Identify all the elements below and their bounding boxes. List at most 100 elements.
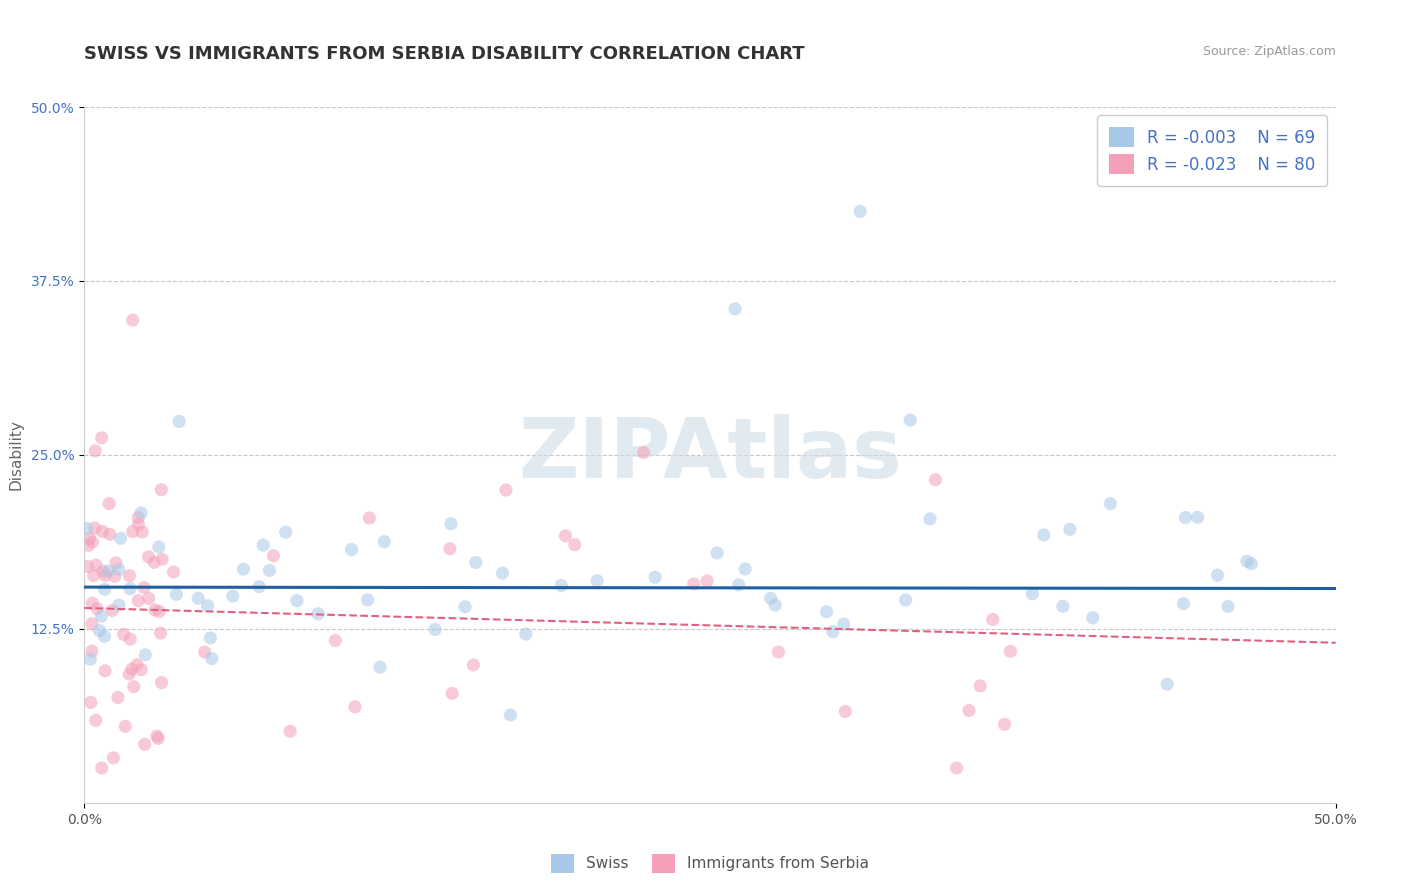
- Immigrants from Serbia: [564, 538, 586, 552]
- Swiss: [724, 301, 747, 316]
- Swiss: [247, 580, 270, 594]
- Swiss: [118, 582, 141, 596]
- Immigrants from Serbia: [981, 613, 1004, 627]
- Swiss: [454, 599, 477, 614]
- Swiss: [644, 570, 666, 584]
- Immigrants from Serbia: [90, 761, 112, 775]
- Immigrants from Serbia: [122, 680, 145, 694]
- Swiss: [285, 594, 308, 608]
- Swiss: [1099, 497, 1122, 511]
- Immigrants from Serbia: [98, 497, 121, 511]
- Immigrants from Serbia: [146, 731, 169, 746]
- Immigrants from Serbia: [129, 663, 152, 677]
- Swiss: [356, 592, 378, 607]
- Immigrants from Serbia: [682, 577, 704, 591]
- Swiss: [763, 598, 786, 612]
- Immigrants from Serbia: [91, 524, 114, 539]
- Swiss: [197, 599, 219, 613]
- Swiss: [515, 627, 537, 641]
- Immigrants from Serbia: [120, 632, 142, 646]
- Text: Source: ZipAtlas.com: Source: ZipAtlas.com: [1202, 45, 1336, 58]
- Y-axis label: Disability: Disability: [8, 419, 24, 491]
- Immigrants from Serbia: [993, 717, 1015, 731]
- Immigrants from Serbia: [121, 524, 143, 539]
- Immigrants from Serbia: [121, 662, 143, 676]
- Immigrants from Serbia: [957, 703, 980, 717]
- Swiss: [108, 562, 131, 576]
- Immigrants from Serbia: [84, 714, 107, 728]
- Swiss: [491, 566, 513, 581]
- Immigrants from Serbia: [76, 559, 98, 574]
- Swiss: [1206, 568, 1229, 582]
- Immigrants from Serbia: [969, 679, 991, 693]
- Immigrants from Serbia: [127, 593, 149, 607]
- Swiss: [79, 652, 101, 666]
- Swiss: [1216, 599, 1239, 614]
- Swiss: [706, 546, 728, 560]
- Swiss: [307, 607, 329, 621]
- Immigrants from Serbia: [463, 657, 485, 672]
- Swiss: [110, 532, 132, 546]
- Immigrants from Serbia: [134, 737, 156, 751]
- Swiss: [93, 629, 115, 643]
- Swiss: [1052, 599, 1074, 614]
- Immigrants from Serbia: [90, 431, 112, 445]
- Swiss: [832, 617, 855, 632]
- Immigrants from Serbia: [633, 445, 655, 459]
- Swiss: [849, 204, 872, 219]
- Swiss: [894, 593, 917, 607]
- Immigrants from Serbia: [104, 556, 127, 570]
- Swiss: [1173, 597, 1195, 611]
- Immigrants from Serbia: [262, 549, 284, 563]
- Swiss: [550, 578, 572, 592]
- Immigrants from Serbia: [323, 633, 346, 648]
- Swiss: [464, 556, 486, 570]
- Immigrants from Serbia: [101, 603, 124, 617]
- Immigrants from Serbia: [146, 729, 169, 743]
- Immigrants from Serbia: [83, 568, 105, 582]
- Immigrants from Serbia: [138, 549, 160, 564]
- Immigrants from Serbia: [150, 483, 173, 497]
- Immigrants from Serbia: [84, 443, 107, 458]
- Swiss: [1174, 510, 1197, 524]
- Immigrants from Serbia: [82, 535, 104, 549]
- Swiss: [918, 512, 941, 526]
- Immigrants from Serbia: [118, 667, 141, 681]
- Immigrants from Serbia: [439, 541, 461, 556]
- Immigrants from Serbia: [149, 626, 172, 640]
- Immigrants from Serbia: [125, 657, 148, 672]
- Immigrants from Serbia: [127, 517, 149, 532]
- Immigrants from Serbia: [80, 695, 103, 709]
- Swiss: [815, 605, 838, 619]
- Immigrants from Serbia: [1000, 644, 1022, 658]
- Swiss: [1236, 554, 1258, 568]
- Swiss: [232, 562, 254, 576]
- Swiss: [821, 624, 844, 639]
- Immigrants from Serbia: [696, 574, 718, 588]
- Swiss: [373, 534, 395, 549]
- Immigrants from Serbia: [924, 473, 946, 487]
- Immigrants from Serbia: [132, 581, 155, 595]
- Swiss: [423, 623, 446, 637]
- Swiss: [167, 415, 190, 429]
- Immigrants from Serbia: [98, 527, 121, 541]
- Swiss: [368, 660, 391, 674]
- Swiss: [89, 624, 111, 638]
- Swiss: [274, 525, 297, 540]
- Swiss: [200, 631, 222, 645]
- Swiss: [734, 562, 756, 576]
- Immigrants from Serbia: [768, 645, 790, 659]
- Swiss: [76, 521, 98, 535]
- Swiss: [1059, 522, 1081, 536]
- Swiss: [586, 574, 609, 588]
- Immigrants from Serbia: [104, 569, 127, 583]
- Immigrants from Serbia: [103, 751, 125, 765]
- Immigrants from Serbia: [84, 558, 107, 573]
- Immigrants from Serbia: [150, 552, 173, 566]
- Immigrants from Serbia: [150, 675, 173, 690]
- Swiss: [1187, 510, 1209, 524]
- Immigrants from Serbia: [80, 644, 103, 658]
- Immigrants from Serbia: [359, 511, 381, 525]
- Immigrants from Serbia: [112, 627, 135, 641]
- Immigrants from Serbia: [143, 603, 166, 617]
